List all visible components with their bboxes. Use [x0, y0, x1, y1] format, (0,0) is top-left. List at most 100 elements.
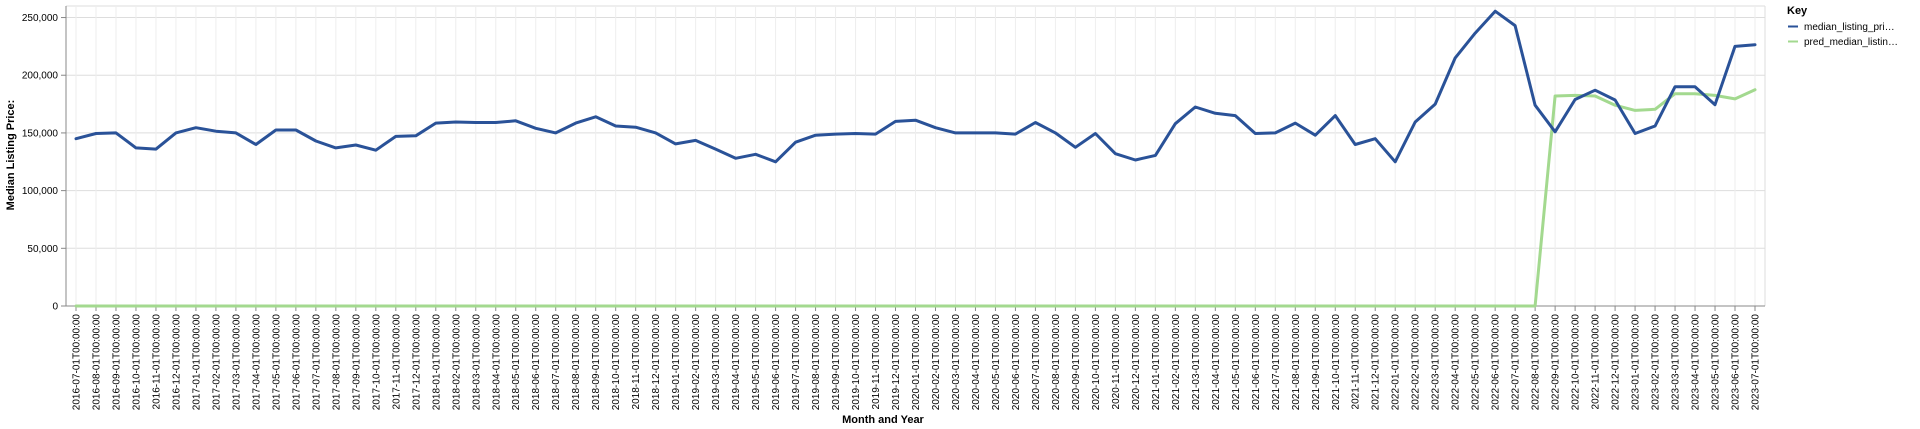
- x-tick-label: 2020-08-01T00:00:00: [1051, 314, 1062, 411]
- y-tick-label: 200,000: [22, 71, 59, 82]
- x-tick-label: 2022-02-01T00:00:00: [1411, 314, 1422, 411]
- x-tick-label: 2018-03-01T00:00:00: [471, 314, 482, 411]
- x-tick-label: 2021-10-01T00:00:00: [1331, 314, 1342, 411]
- x-tick-label: 2017-02-01T00:00:00: [211, 314, 222, 411]
- legend-entry-label: pred_median_listin…: [1804, 37, 1898, 48]
- x-tick-label: 2019-05-01T00:00:00: [751, 314, 762, 411]
- x-tick-label: 2020-05-01T00:00:00: [991, 314, 1002, 411]
- x-tick-label: 2018-04-01T00:00:00: [491, 314, 502, 411]
- x-tick-label: 2020-07-01T00:00:00: [1031, 314, 1042, 411]
- x-tick-label: 2020-10-01T00:00:00: [1091, 314, 1102, 411]
- legend-entry-label: median_listing_pri…: [1804, 22, 1895, 33]
- x-tick-label: 2020-03-01T00:00:00: [951, 314, 962, 411]
- x-tick-label: 2018-07-01T00:00:00: [551, 314, 562, 411]
- x-tick-label: 2022-08-01T00:00:00: [1531, 314, 1542, 411]
- x-tick-label: 2020-01-01T00:00:00: [911, 314, 922, 411]
- x-tick-label: 2021-09-01T00:00:00: [1311, 314, 1322, 411]
- x-tick-label: 2017-11-01T00:00:00: [391, 314, 402, 410]
- x-tick-label: 2020-11-01T00:00:00: [1111, 314, 1122, 410]
- x-tick-label: 2021-02-01T00:00:00: [1171, 314, 1182, 411]
- x-tick-label: 2020-06-01T00:00:00: [1011, 314, 1022, 411]
- x-tick-label: 2023-01-01T00:00:00: [1631, 314, 1642, 411]
- x-tick-label: 2018-08-01T00:00:00: [571, 314, 582, 411]
- x-tick-label: 2021-12-01T00:00:00: [1371, 314, 1382, 411]
- x-tick-label: 2017-04-01T00:00:00: [251, 314, 262, 411]
- x-tick-label: 2019-12-01T00:00:00: [891, 314, 902, 411]
- x-tick-label: 2022-06-01T00:00:00: [1491, 314, 1502, 411]
- x-tick-label: 2019-02-01T00:00:00: [691, 314, 702, 411]
- x-tick-label: 2020-09-01T00:00:00: [1071, 314, 1082, 411]
- x-tick-label: 2020-12-01T00:00:00: [1131, 314, 1142, 411]
- y-tick-label: 0: [52, 302, 58, 313]
- x-tick-label: 2019-09-01T00:00:00: [831, 314, 842, 411]
- x-tick-label: 2021-06-01T00:00:00: [1251, 314, 1262, 411]
- x-tick-label: 2017-01-01T00:00:00: [191, 314, 202, 411]
- x-tick-label: 2017-05-01T00:00:00: [271, 314, 282, 411]
- x-tick-label: 2022-07-01T00:00:00: [1511, 314, 1522, 411]
- x-tick-label: 2020-04-01T00:00:00: [971, 314, 982, 411]
- x-tick-label: 2018-12-01T00:00:00: [651, 314, 662, 411]
- series-line-1: [74, 88, 1757, 308]
- y-axis-title: Median Listing Price:: [5, 100, 17, 211]
- series-line-0: [74, 9, 1757, 164]
- x-tick-label: 2021-03-01T00:00:00: [1191, 314, 1202, 411]
- x-tick-label: 2023-04-01T00:00:00: [1691, 314, 1702, 411]
- x-tick-label: 2021-05-01T00:00:00: [1231, 314, 1242, 411]
- x-tick-label: 2017-07-01T00:00:00: [311, 314, 322, 411]
- x-tick-label: 2017-09-01T00:00:00: [351, 314, 362, 411]
- x-tick-label: 2022-10-01T00:00:00: [1571, 314, 1582, 411]
- x-tick-label: 2019-11-01T00:00:00: [871, 314, 882, 410]
- x-tick-label: 2022-03-01T00:00:00: [1431, 314, 1442, 411]
- x-tick-label: 2017-03-01T00:00:00: [231, 314, 242, 411]
- x-tick-label: 2017-10-01T00:00:00: [371, 314, 382, 411]
- x-tick-label: 2017-06-01T00:00:00: [291, 314, 302, 411]
- x-tick-label: 2016-10-01T00:00:00: [131, 314, 142, 411]
- x-tick-label: 2020-02-01T00:00:00: [931, 314, 942, 411]
- legend-title: Key: [1787, 5, 1808, 17]
- x-tick-label: 2021-07-01T00:00:00: [1271, 314, 1282, 411]
- axes: 0 50,000 100,000 150,000 200,000 250,000 2016-…: [22, 6, 1765, 410]
- y-tick-label: 250,000: [22, 13, 59, 24]
- x-tick-label: 2019-06-01T00:00:00: [771, 314, 782, 411]
- y-tick-label: 50,000: [27, 244, 58, 255]
- x-tick-label: 2018-11-01T00:00:00: [631, 314, 642, 410]
- x-tick-label: 2019-08-01T00:00:00: [811, 314, 822, 411]
- x-tick-label: 2016-12-01T00:00:00: [171, 314, 182, 411]
- x-tick-label: 2021-08-01T00:00:00: [1291, 314, 1302, 411]
- x-tick-label: 2017-08-01T00:00:00: [331, 314, 342, 411]
- x-tick-label: 2023-05-01T00:00:00: [1711, 314, 1722, 411]
- x-tick-label: 2023-03-01T00:00:00: [1671, 314, 1682, 411]
- x-tick-label: 2017-12-01T00:00:00: [411, 314, 422, 411]
- y-tick-label: 150,000: [22, 128, 59, 139]
- x-tick-label: 2018-02-01T00:00:00: [451, 314, 462, 411]
- x-tick-label: 2019-03-01T00:00:00: [711, 314, 722, 411]
- x-tick-label: 2022-04-01T00:00:00: [1451, 314, 1462, 411]
- x-tick-label: 2021-01-01T00:00:00: [1151, 314, 1162, 411]
- x-tick-label: 2021-11-01T00:00:00: [1351, 314, 1362, 410]
- x-tick-label: 2022-09-01T00:00:00: [1551, 314, 1562, 411]
- x-tick-label: 2022-01-01T00:00:00: [1391, 314, 1402, 411]
- series-lines: [74, 9, 1757, 308]
- x-tick-label: 2023-07-01T00:00:00: [1751, 314, 1762, 411]
- x-tick-label: 2019-01-01T00:00:00: [671, 314, 682, 411]
- x-tick-label: 2022-11-01T00:00:00: [1591, 314, 1602, 410]
- x-tick-label: 2022-12-01T00:00:00: [1611, 314, 1622, 411]
- grid-lines: [66, 5, 1766, 307]
- x-tick-label: 2018-10-01T00:00:00: [611, 314, 622, 411]
- x-tick-label: 2019-07-01T00:00:00: [791, 314, 802, 411]
- x-tick-label: 2018-06-01T00:00:00: [531, 314, 542, 411]
- x-tick-label: 2019-04-01T00:00:00: [731, 314, 742, 411]
- x-tick-label: 2023-02-01T00:00:00: [1651, 314, 1662, 411]
- x-tick-label: 2018-09-01T00:00:00: [591, 314, 602, 411]
- legend: Key median_listing_pri… pred_median_listin…: [1787, 5, 1898, 48]
- x-tick-label: 2023-06-01T00:00:00: [1731, 314, 1742, 411]
- x-tick-label: 2016-08-01T00:00:00: [91, 314, 102, 411]
- x-tick-label: 2021-04-01T00:00:00: [1211, 314, 1222, 411]
- x-tick-label: 2016-09-01T00:00:00: [111, 314, 122, 411]
- y-tick-label: 100,000: [22, 186, 59, 197]
- x-tick-label: 2018-05-01T00:00:00: [511, 314, 522, 411]
- x-axis-title: Month and Year: [842, 414, 924, 426]
- x-tick-label: 2016-11-01T00:00:00: [151, 314, 162, 410]
- x-tick-label: 2019-10-01T00:00:00: [851, 314, 862, 411]
